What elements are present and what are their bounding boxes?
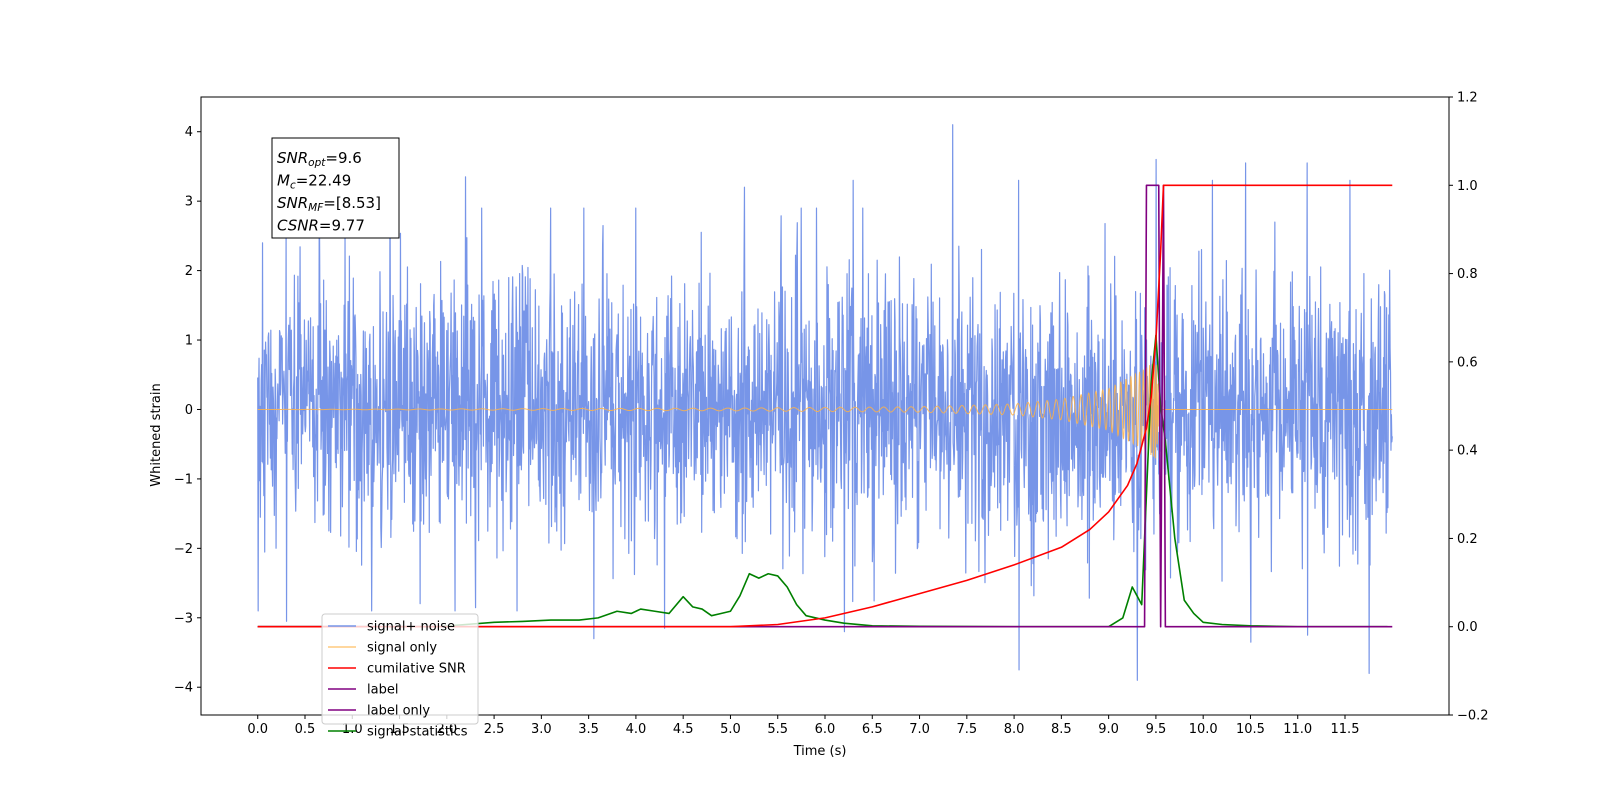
x-tick-label: 2.0 bbox=[436, 722, 457, 737]
legend: signal+ noise signal only cumilative SNR la… bbox=[321, 613, 479, 740]
x-tick-label: 3.5 bbox=[578, 722, 599, 737]
y-tick-label: 1 bbox=[185, 334, 193, 349]
y-tick-label: 2 bbox=[185, 264, 193, 279]
y-axis-left: 4 3 2 1 0 −1 −2 −3 −4 bbox=[174, 125, 201, 696]
legend-entry: signal+ noise bbox=[367, 620, 455, 635]
x-axis: 0.0 0.5 1.0 1.5 2.0 2.5 3.0 3.5 4.0 4.5 5.0 5.5 6.0 6… bbox=[247, 715, 1359, 737]
y-tick-label: −3 bbox=[174, 611, 193, 626]
legend-entry: label bbox=[367, 683, 398, 698]
y-tick-label: 0 bbox=[185, 403, 193, 418]
x-tick-label: 2.5 bbox=[484, 722, 505, 737]
y-tick-label: −1 bbox=[174, 472, 193, 487]
x-axis-label: Time (s) bbox=[793, 744, 847, 759]
x-tick-label: 6.5 bbox=[862, 722, 883, 737]
x-tick-label: 1.5 bbox=[389, 722, 410, 737]
annotation-frame bbox=[271, 137, 400, 239]
y2-tick-label: 0.6 bbox=[1457, 355, 1478, 370]
series-label bbox=[257, 184, 1393, 628]
y2-tick-label: 1.2 bbox=[1457, 91, 1478, 106]
annotation-line: SNRopt=9.6 bbox=[277, 149, 362, 169]
x-tick-label: 0.0 bbox=[247, 722, 268, 737]
series-cumulative-snr bbox=[257, 184, 1393, 628]
y-tick-label: −2 bbox=[174, 542, 193, 557]
y-tick-label: 4 bbox=[185, 125, 193, 140]
x-tick-label: 8.5 bbox=[1051, 722, 1072, 737]
x-tick-label: 7.5 bbox=[956, 722, 977, 737]
x-tick-label: 4.0 bbox=[626, 722, 647, 737]
y-axis-right: 1.2 1.0 0.8 0.6 0.4 0.2 0.0 −0.2 bbox=[1449, 91, 1489, 724]
x-tick-label: 4.5 bbox=[673, 722, 694, 737]
x-tick-label: 0.5 bbox=[295, 722, 316, 737]
x-tick-label: 8.0 bbox=[1004, 722, 1025, 737]
x-tick-label: 6.0 bbox=[815, 722, 836, 737]
x-tick-label: 10.0 bbox=[1189, 722, 1218, 737]
x-tick-label: 10.5 bbox=[1236, 722, 1265, 737]
x-tick-label: 9.5 bbox=[1146, 722, 1167, 737]
x-tick-label: 7.0 bbox=[909, 722, 930, 737]
y2-tick-label: −0.2 bbox=[1457, 709, 1489, 724]
y2-tick-label: 0.2 bbox=[1457, 532, 1478, 547]
y2-tick-label: 1.0 bbox=[1457, 179, 1478, 194]
x-tick-label: 5.0 bbox=[720, 722, 741, 737]
legend-frame bbox=[321, 613, 479, 725]
annotation-line: CSNR=9.77 bbox=[277, 217, 365, 235]
annotation-line: Mc=22.49 bbox=[277, 172, 351, 192]
y-tick-label: 3 bbox=[185, 195, 193, 210]
y2-tick-label: 0.4 bbox=[1457, 444, 1478, 459]
legend-entry: signal only bbox=[367, 641, 437, 656]
legend-entry: signal statistics bbox=[367, 725, 468, 740]
y2-tick-label: 0.0 bbox=[1457, 620, 1478, 635]
series-layer bbox=[257, 124, 1393, 681]
legend-entry: cumilative SNR bbox=[367, 662, 466, 677]
x-tick-label: 1.0 bbox=[342, 722, 363, 737]
annotation-line: SNRMF=[8.53] bbox=[277, 194, 381, 214]
y2-tick-label: 0.8 bbox=[1457, 267, 1478, 282]
series-signal-only bbox=[257, 363, 1393, 459]
x-tick-label: 11.5 bbox=[1331, 722, 1360, 737]
legend-entry: label only bbox=[367, 704, 430, 719]
series-signal-noise bbox=[257, 124, 1393, 681]
x-tick-label: 11.0 bbox=[1283, 722, 1312, 737]
y-tick-label: −4 bbox=[174, 681, 193, 696]
x-tick-label: 5.5 bbox=[767, 722, 788, 737]
x-tick-label: 9.0 bbox=[1098, 722, 1119, 737]
x-tick-label: 3.0 bbox=[531, 722, 552, 737]
y-axis-label: Whitened strain bbox=[149, 383, 164, 486]
